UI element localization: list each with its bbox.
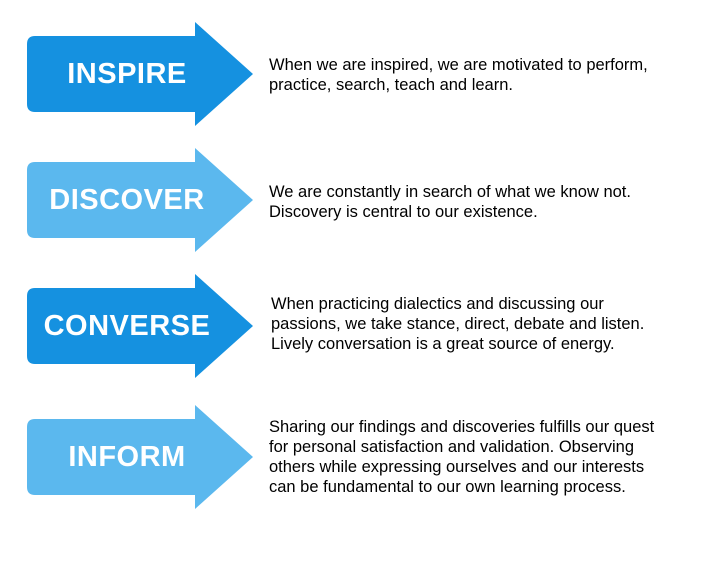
description-line: Lively conversation is a great source of… bbox=[271, 334, 644, 354]
description-line: others while expressing ourselves and ou… bbox=[269, 457, 654, 477]
description-line: When we are inspired, we are motivated t… bbox=[269, 55, 648, 75]
description-line: Discovery is central to our existence. bbox=[269, 202, 631, 222]
step-description: We are constantly in search of what we k… bbox=[269, 182, 631, 222]
step-label: CONVERSE bbox=[27, 274, 227, 378]
step-description: When practicing dialectics and discussin… bbox=[271, 294, 644, 354]
arrow-shape: DISCOVER bbox=[27, 148, 253, 252]
step-label: INFORM bbox=[27, 405, 227, 509]
arrow-shape: CONVERSE bbox=[27, 274, 253, 378]
description-line: Sharing our findings and discoveries ful… bbox=[269, 417, 654, 437]
description-line: When practicing dialectics and discussin… bbox=[271, 294, 644, 314]
arrow-shape: INSPIRE bbox=[27, 22, 253, 126]
description-line: passions, we take stance, direct, debate… bbox=[271, 314, 644, 334]
step-label: DISCOVER bbox=[27, 148, 227, 252]
description-line: We are constantly in search of what we k… bbox=[269, 182, 631, 202]
step-label: INSPIRE bbox=[27, 22, 227, 126]
description-line: practice, search, teach and learn. bbox=[269, 75, 648, 95]
description-line: can be fundamental to our own learning p… bbox=[269, 477, 654, 497]
step-description: Sharing our findings and discoveries ful… bbox=[269, 417, 654, 497]
arrow-shape: INFORM bbox=[27, 405, 253, 509]
step-description: When we are inspired, we are motivated t… bbox=[269, 55, 648, 95]
description-line: for personal satisfaction and validation… bbox=[269, 437, 654, 457]
